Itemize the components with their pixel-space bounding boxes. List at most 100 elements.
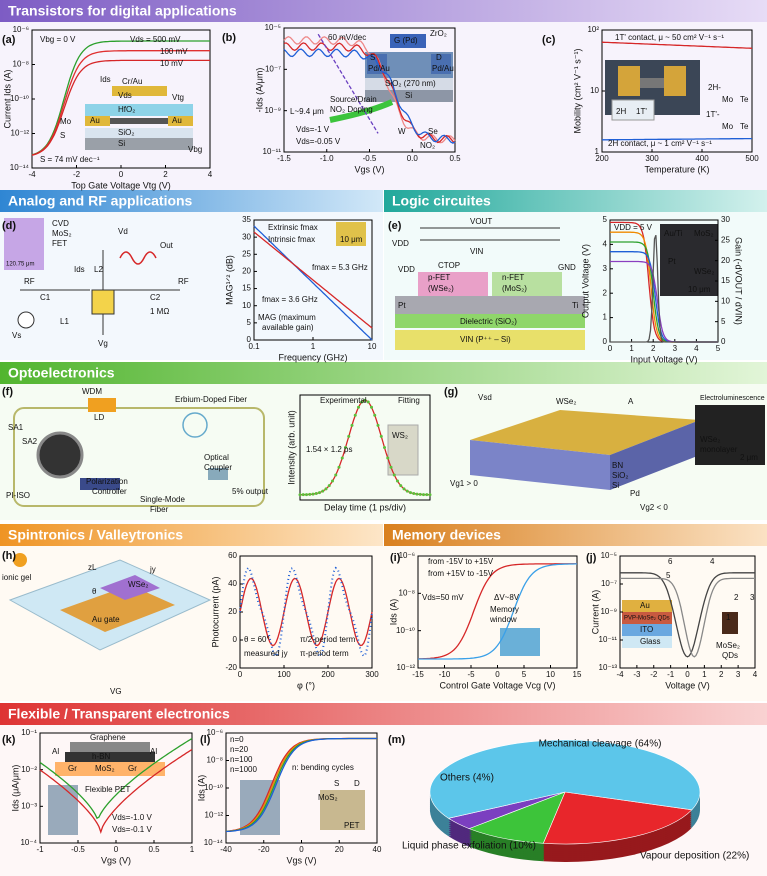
illustration (395, 314, 585, 328)
illustration (412, 492, 416, 496)
section-title: Transistors for digital applications (8, 3, 237, 19)
panel-label: (h) (2, 550, 16, 562)
x-tick-label: 300 (645, 154, 659, 163)
pie-label: Liquid phase exfoliation (10%) (402, 841, 536, 852)
annotation: Se (428, 127, 438, 136)
y-axis-title: Mobility (cm² V⁻¹ s⁻¹) (572, 49, 582, 134)
x-tick-label: -40 (220, 845, 232, 854)
annotation: VDD = 5 V (614, 223, 653, 232)
illustration (85, 116, 110, 126)
y-tick-label: 10⁻⁷ (601, 579, 617, 588)
annotation: Vg (98, 339, 108, 348)
annotation: 1.54 × 1.2 ps (306, 445, 352, 454)
y-tick-label: 4 (603, 240, 608, 249)
y-tick-label: 25 (242, 249, 251, 258)
curve (620, 572, 755, 658)
x-axis-title: Vgs (V) (101, 855, 131, 865)
illustration (13, 553, 27, 567)
illustration (622, 600, 672, 612)
annotation: VG (110, 687, 122, 696)
panel-label: (d) (2, 220, 16, 232)
annotation: θ = 60° (244, 635, 270, 644)
y-tick-label: 5 (603, 215, 608, 224)
x-axis-title: Vgs (V) (286, 855, 316, 865)
x-axis-title: Control Gate Voltage Vcg (V) (439, 680, 555, 690)
x-tick-label: 300 (365, 670, 379, 679)
x-tick-label: 5 (522, 670, 527, 679)
curve (39, 748, 193, 834)
annotation: n=100 (230, 755, 253, 764)
illustration (363, 398, 367, 402)
annotation: VDD (392, 239, 409, 248)
y2-tick-label: 25 (721, 235, 730, 244)
x-tick-label: 10 (546, 670, 555, 679)
panel-label: (f) (2, 386, 13, 398)
x-tick-label: 400 (695, 154, 709, 163)
y-tick-label: 10⁻¹⁴ (10, 163, 30, 172)
y-tick-label: 60 (228, 551, 237, 560)
annotation: n-FET (502, 273, 524, 282)
illustration (402, 487, 406, 491)
pie-label: Vapour deposition (22%) (640, 851, 749, 862)
plot-frame (299, 394, 431, 501)
y-tick-label: 10⁻⁹ (264, 106, 281, 115)
illustration (13, 407, 265, 507)
annotation: 10 μm (688, 285, 711, 294)
y-tick-label: 10⁻⁶ (207, 728, 223, 737)
annotation: ΔV~8V (494, 593, 520, 602)
annotation: S (334, 779, 339, 788)
illustration (321, 489, 325, 493)
annotation: QDs (722, 651, 738, 660)
annotation: n=1000 (230, 765, 257, 774)
illustration (425, 493, 429, 497)
annotation: Pt (668, 257, 676, 266)
annotation: Pt (398, 301, 406, 310)
x-tick-label: 0 (238, 670, 243, 679)
y-tick-label: 10⁻⁸ (207, 756, 224, 765)
annotation: WSe₂ (700, 435, 720, 444)
annotation: Coupler (204, 463, 232, 472)
annotation: VDD (398, 265, 415, 274)
illustration (320, 790, 365, 830)
illustration (415, 492, 419, 496)
curve (31, 59, 210, 156)
annotation: LD (94, 413, 104, 422)
y-tick-label: 40 (228, 579, 237, 588)
panel-label: (e) (388, 220, 402, 232)
illustration (470, 440, 610, 490)
illustration (91, 289, 115, 315)
annotation: ZrO₂ (430, 29, 447, 38)
annotation: Au/Ti (664, 229, 683, 238)
illustration (337, 465, 341, 469)
section-header (384, 524, 767, 546)
annotation: Au (172, 116, 182, 125)
x-tick-label: -0.5 (363, 154, 377, 163)
annotation: Al (150, 747, 157, 756)
y-tick-label: 10⁻¹⁰ (10, 94, 29, 103)
x-tick-label: 5 (716, 344, 721, 353)
curve (239, 577, 373, 647)
annotation: Vsd (478, 393, 492, 402)
x-tick-label: -0.5 (71, 845, 85, 854)
panel-label: (l) (200, 734, 211, 746)
annotation: ionic gel (2, 573, 32, 582)
illustration (379, 434, 383, 438)
x-tick-label: 200 (595, 154, 609, 163)
section-bg (0, 212, 383, 360)
annotation: 2 μm (740, 453, 758, 462)
y-tick-label: 10⁻² (21, 765, 37, 774)
illustration (395, 330, 585, 350)
annotation: Single-Mode (140, 495, 185, 504)
illustration (88, 398, 116, 412)
x-tick-label: 15 (573, 670, 582, 679)
illustration (347, 434, 351, 438)
annotation: Vds=-1.0 V (112, 813, 152, 822)
illustration (376, 423, 380, 427)
annotation: θ (92, 587, 97, 596)
y-tick-label: 1 (603, 313, 608, 322)
curve (610, 234, 718, 343)
y-tick-label: 10⁻¹² (397, 663, 416, 672)
y-tick-label: 10⁻¹¹ (263, 147, 282, 156)
annotation: L2 (94, 265, 103, 274)
x-axis-title: Vgs (V) (354, 164, 384, 174)
